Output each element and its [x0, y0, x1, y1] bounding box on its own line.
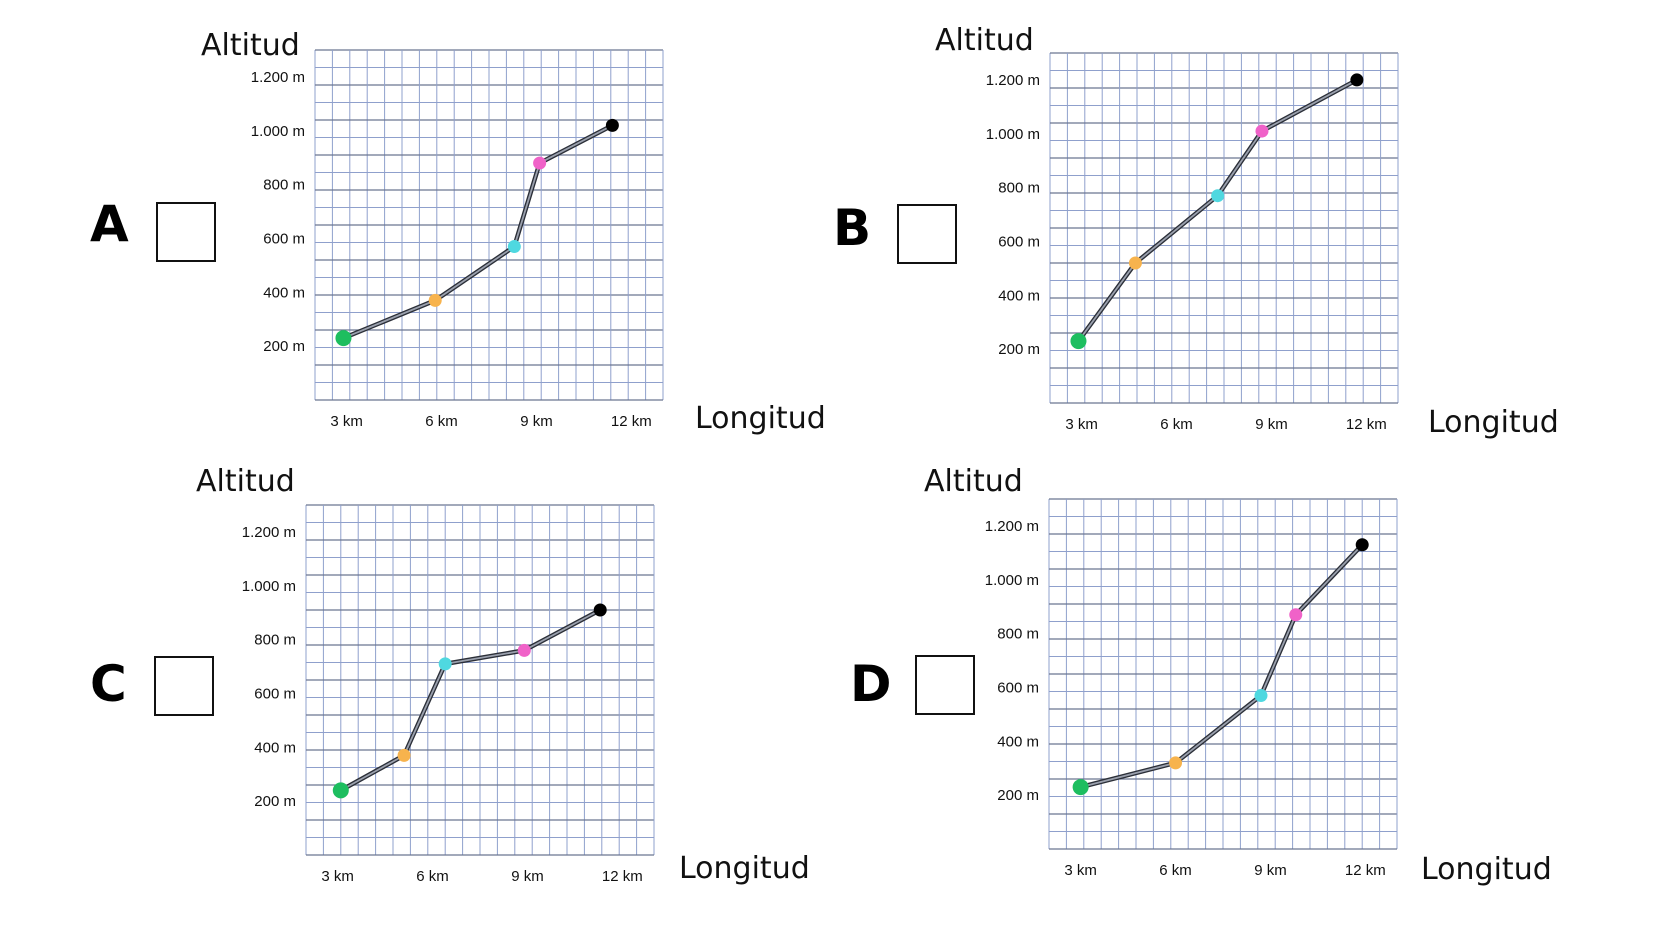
- data-point: [1211, 189, 1225, 203]
- y-tick-label: 1.200 m: [986, 72, 1040, 89]
- x-tick-label: 12 km: [611, 413, 652, 430]
- series-line: [1080, 544, 1363, 788]
- data-point: [1350, 73, 1364, 87]
- y-tick-label: 600 m: [254, 685, 296, 702]
- grid: [1049, 52, 1399, 404]
- y-tick-label: 1.200 m: [985, 518, 1039, 535]
- x-axis-title: Longitud: [1428, 405, 1559, 440]
- y-tick-label: 200 m: [263, 338, 305, 355]
- data-point: [593, 603, 607, 617]
- grid: [314, 49, 664, 401]
- y-tick-label: 1.200 m: [242, 524, 296, 541]
- option-b-checkbox[interactable]: [897, 204, 957, 264]
- y-tick-label: 1.000 m: [242, 578, 296, 595]
- data-point: [332, 782, 349, 799]
- x-axis-title: Longitud: [679, 851, 810, 886]
- altitude-chart-a: 200 m 400 m 600 m 800 m 1.000 m 1.200 m 3 km 6 …: [251, 49, 664, 430]
- altitude-chart-d: 200 m 400 m 600 m 800 m 1.000 m 1.200 m 3 km 6 …: [985, 498, 1398, 879]
- y-tick-label: 1.000 m: [251, 123, 305, 140]
- y-tick-label: 200 m: [998, 341, 1040, 358]
- x-tick-label: 3 km: [321, 868, 354, 885]
- x-tick-label: 6 km: [416, 868, 449, 885]
- data-point: [1072, 779, 1089, 796]
- series-line-outline: [339, 608, 602, 793]
- altitude-chart-b: 200 m 400 m 600 m 800 m 1.000 m 1.200 m 3 km 6 …: [986, 52, 1399, 433]
- x-tick-label: 3 km: [1064, 862, 1097, 879]
- data-point: [428, 293, 442, 307]
- data-point: [507, 240, 521, 254]
- y-tick-label: 400 m: [254, 739, 296, 756]
- y-axis-title: Altitud: [935, 23, 1034, 58]
- option-letter: B: [833, 199, 872, 257]
- x-tick-label: 12 km: [1346, 416, 1387, 433]
- y-tick-label: 200 m: [254, 793, 296, 810]
- y-tick-label: 800 m: [997, 626, 1039, 643]
- y-tick-label: 400 m: [263, 284, 305, 301]
- data-point: [1128, 256, 1142, 270]
- data-point: [1070, 333, 1087, 350]
- altitude-chart-c: 200 m 400 m 600 m 800 m 1.000 m 1.200 m 3 km 6 …: [242, 504, 655, 885]
- series-line: [343, 124, 613, 339]
- x-tick-label: 6 km: [1160, 416, 1193, 433]
- y-tick-label: 400 m: [997, 733, 1039, 750]
- y-tick-label: 600 m: [998, 233, 1040, 250]
- y-tick-label: 800 m: [263, 177, 305, 194]
- data-point: [1254, 689, 1268, 703]
- x-tick-label: 6 km: [1159, 862, 1192, 879]
- y-tick-label: 600 m: [263, 230, 305, 247]
- option-letter: D: [850, 655, 892, 713]
- x-tick-label: 12 km: [602, 868, 643, 885]
- y-tick-label: 800 m: [254, 632, 296, 649]
- x-tick-label: 6 km: [425, 413, 458, 430]
- grid: [305, 504, 655, 856]
- data-point: [1355, 538, 1369, 552]
- data-point: [1255, 124, 1269, 138]
- x-tick-label: 3 km: [1065, 416, 1098, 433]
- x-axis-title: Longitud: [695, 401, 826, 436]
- option-d-checkbox[interactable]: [915, 655, 975, 715]
- y-tick-label: 600 m: [997, 679, 1039, 696]
- y-tick-label: 800 m: [998, 180, 1040, 197]
- y-tick-label: 400 m: [998, 287, 1040, 304]
- grid: [1048, 498, 1398, 850]
- x-tick-label: 12 km: [1345, 862, 1386, 879]
- y-axis-title: Altitud: [196, 464, 295, 499]
- data-point: [438, 657, 452, 671]
- x-axis-title: Longitud: [1421, 852, 1552, 887]
- data-point: [517, 643, 531, 657]
- option-a-checkbox[interactable]: [156, 202, 216, 262]
- y-tick-label: 1.000 m: [985, 572, 1039, 589]
- x-tick-label: 9 km: [1255, 416, 1288, 433]
- option-letter: C: [90, 655, 127, 713]
- series-line-outline: [342, 123, 614, 341]
- x-tick-label: 9 km: [520, 413, 553, 430]
- series-line-outline: [1080, 543, 1364, 790]
- data-point: [1289, 608, 1303, 622]
- data-point: [397, 748, 411, 762]
- option-c-checkbox[interactable]: [154, 656, 214, 716]
- x-tick-label: 9 km: [1254, 862, 1287, 879]
- series-line: [340, 609, 601, 792]
- data-point: [605, 118, 619, 132]
- data-point: [1169, 756, 1183, 770]
- y-tick-label: 1.200 m: [251, 69, 305, 86]
- x-tick-label: 3 km: [330, 413, 363, 430]
- data-point: [335, 330, 352, 347]
- y-axis-title: Altitud: [201, 28, 300, 63]
- y-tick-label: 1.000 m: [986, 126, 1040, 143]
- x-tick-label: 9 km: [511, 868, 544, 885]
- y-tick-label: 200 m: [997, 787, 1039, 804]
- option-letter: A: [90, 195, 129, 253]
- y-axis-title: Altitud: [924, 464, 1023, 499]
- data-point: [533, 156, 547, 170]
